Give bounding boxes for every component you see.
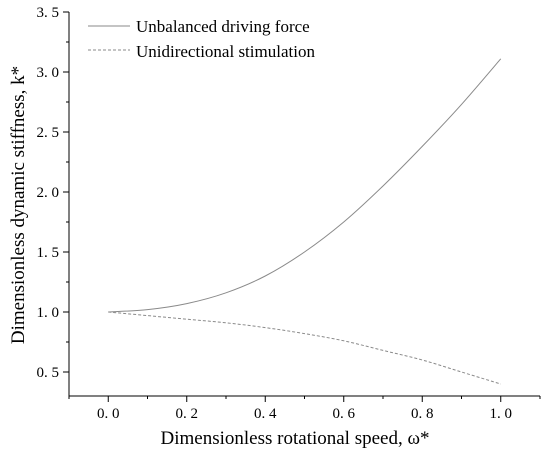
series-layer (108, 58, 502, 385)
x-tick-label: 0. 0 (97, 406, 120, 422)
x-tick-label: 0. 6 (333, 406, 356, 422)
legend-label-unbalanced: Unbalanced driving force (136, 17, 310, 36)
x-tick-label: 0. 2 (176, 406, 199, 422)
legend-label-unidirectional: Unidirectional stimulation (136, 42, 315, 61)
y-tick-label: 0. 5 (37, 365, 60, 381)
y-tick-label: 3. 5 (37, 5, 60, 21)
y-tick-label: 3. 0 (37, 65, 60, 81)
x-tick-label: 0. 4 (254, 406, 277, 422)
plot-area (68, 12, 540, 397)
y-axis-title: Dimensionless dynamic stiffness, k* (8, 66, 29, 344)
x-tick-label: 1. 0 (490, 406, 513, 422)
y-ticks: 0. 5 1. 0 1. 5 2. 0 2. 5 3. 0 3. 5 (37, 5, 69, 381)
y-tick-label: 1. 0 (37, 305, 60, 321)
series-line-1 (108, 311, 501, 385)
y-tick-label: 2. 5 (37, 125, 60, 141)
y-tick-label: 2. 0 (37, 185, 60, 201)
legend: Unbalanced driving force Unidirectional … (88, 17, 315, 61)
x-ticks: 0. 0 0. 2 0. 4 0. 6 0. 8 1. 0 (68, 396, 541, 422)
x-axis-title: Dimensionless rotational speed, ω* (161, 428, 430, 449)
series-line-0 (108, 58, 502, 313)
y-tick-label: 1. 5 (37, 245, 60, 261)
x-tick-label: 0. 8 (411, 406, 434, 422)
